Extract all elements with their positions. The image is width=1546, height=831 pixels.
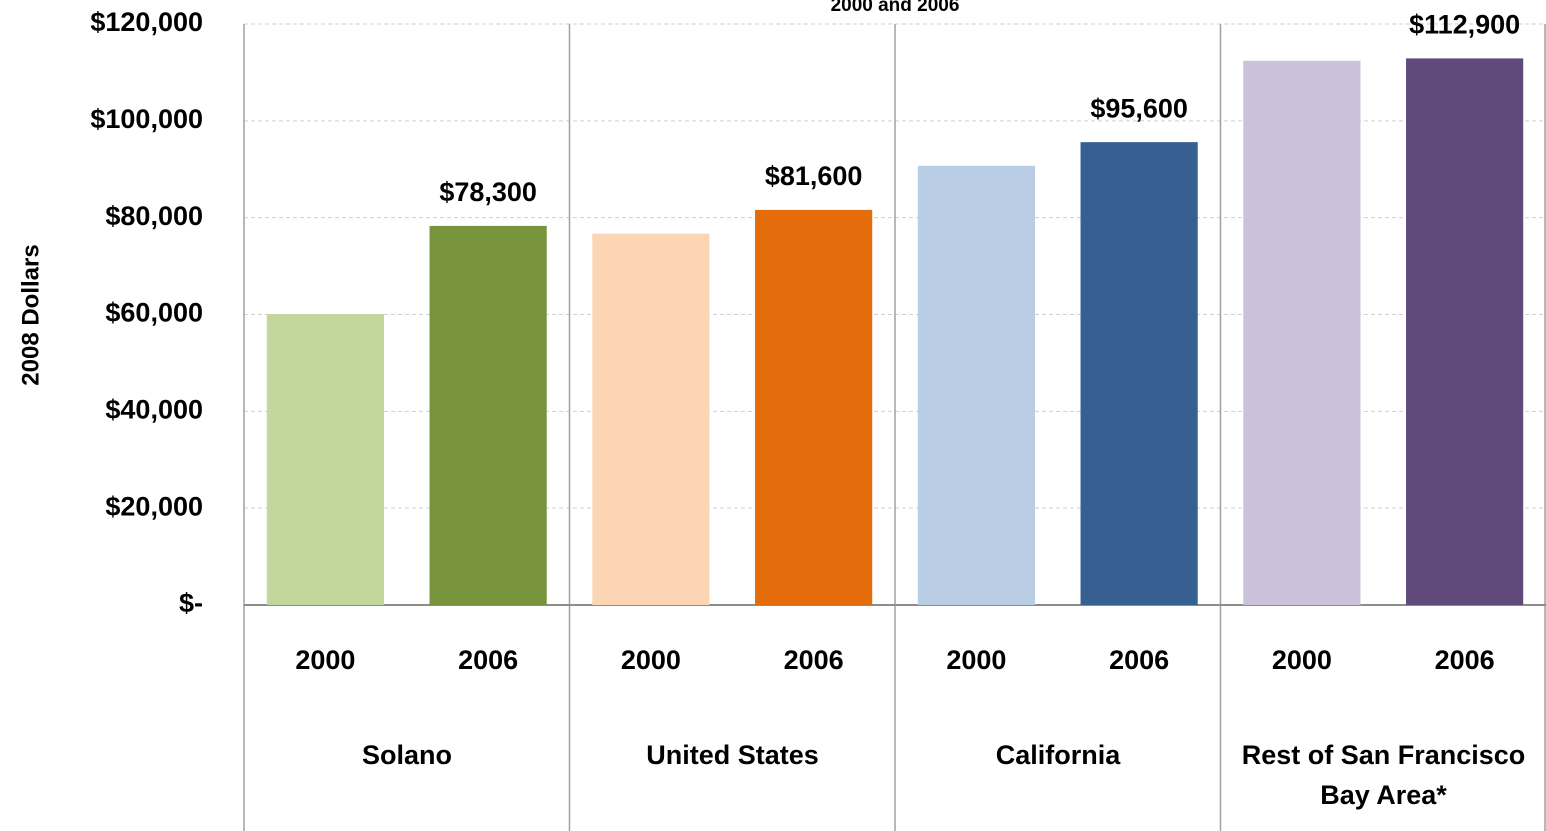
bar: [592, 233, 710, 605]
x-tick-label: 2006: [1109, 645, 1169, 675]
y-tick-label: $40,000: [105, 394, 203, 424]
y-tick-label: $20,000: [105, 491, 203, 521]
x-tick-label: 2000: [295, 645, 355, 675]
x-tick-label: 2006: [1435, 645, 1495, 675]
bar: [1080, 142, 1198, 606]
data-label: $81,600: [765, 161, 863, 191]
x-tick-label: 2000: [1272, 645, 1332, 675]
x-tick-label: 2000: [946, 645, 1006, 675]
group-label: Solano: [361, 740, 452, 770]
data-label: $95,600: [1090, 93, 1188, 123]
data-label: $78,300: [439, 177, 537, 207]
x-tick-label: 2006: [458, 645, 518, 675]
group-label: California: [995, 740, 1121, 770]
bar: [1243, 60, 1361, 605]
bar: [266, 314, 384, 605]
bar: [429, 225, 547, 605]
y-tick-label: $120,000: [90, 7, 203, 37]
group-label: Rest of San Francisco Bay Area*: [1241, 740, 1526, 810]
y-tick-label: $100,000: [90, 104, 203, 134]
y-tick-label: $80,000: [105, 201, 203, 231]
bar: [917, 165, 1035, 605]
x-tick-label: 2000: [621, 645, 681, 675]
y-tick-label: $-: [179, 588, 203, 618]
data-label: $112,900: [1409, 10, 1520, 40]
y-tick-label: $60,000: [105, 298, 203, 328]
group-label: United States: [646, 740, 819, 770]
x-tick-label: 2006: [784, 645, 844, 675]
chart-subtitle: 2000 and 2006: [831, 0, 960, 16]
bar: [755, 209, 873, 606]
y-axis-label: 2008 Dollars: [17, 244, 44, 385]
bar: [1406, 58, 1524, 605]
